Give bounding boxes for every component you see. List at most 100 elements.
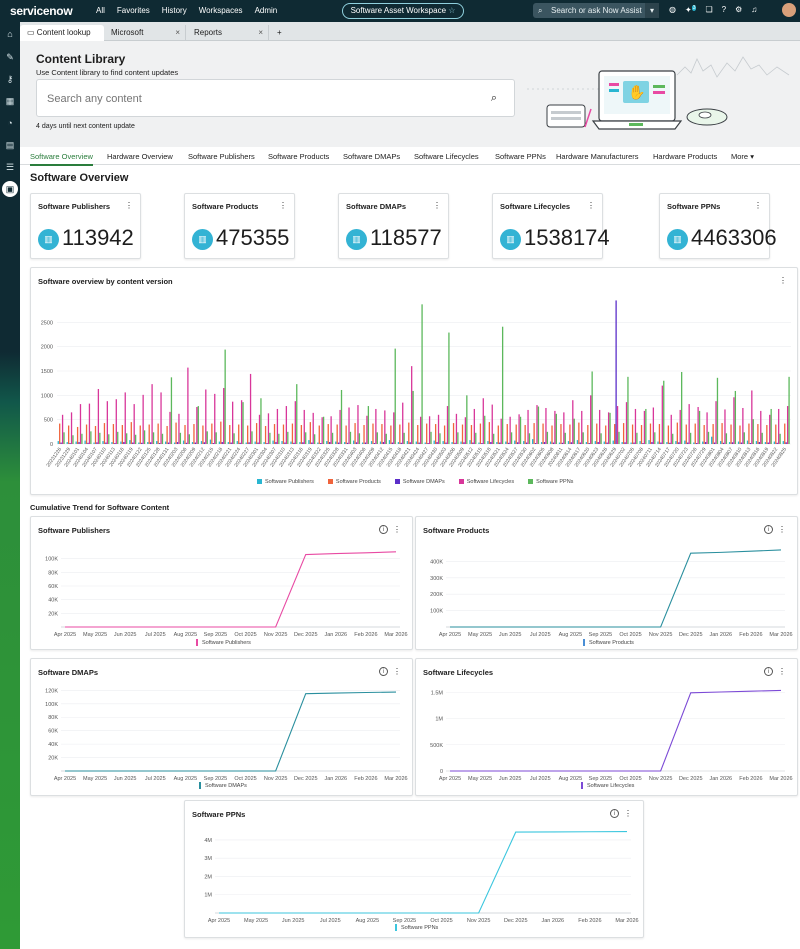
star-icon[interactable]: ☆: [448, 6, 456, 15]
chevron-down-icon[interactable]: ▾: [645, 3, 659, 18]
tab-content-lookup[interactable]: ▭ Content lookup: [20, 25, 104, 41]
legend-software-ppns[interactable]: Software PPNs: [528, 479, 573, 485]
wrench-icon[interactable]: ✎: [6, 52, 14, 62]
bar: [418, 442, 420, 444]
line-legend: Software DMAPs: [199, 782, 247, 789]
kpi-card-software-dmaps[interactable]: Software DMAPs ⋮ ▥ 118577: [338, 193, 449, 259]
dashboard-icon[interactable]: ▦: [5, 96, 15, 106]
subtab-software-lifecycles[interactable]: Software Lifecycles: [414, 152, 479, 161]
globe-icon[interactable]: ◍: [669, 5, 676, 14]
nav-favorites[interactable]: Favorites: [116, 6, 150, 15]
info-icon[interactable]: i: [379, 667, 388, 676]
content-search-input[interactable]: [47, 90, 467, 108]
kebab-menu-icon[interactable]: ⋮: [587, 201, 595, 210]
kebab-menu-icon[interactable]: ⋮: [279, 201, 287, 210]
close-icon[interactable]: ×: [258, 28, 263, 37]
subtab-software-dmaps[interactable]: Software DMAPs: [343, 152, 401, 161]
content-tabs: Software Overview Hardware Overview Soft…: [20, 147, 800, 166]
nav-admin[interactable]: Admin: [254, 6, 278, 15]
tab-microsoft[interactable]: Microsoft ×: [104, 25, 186, 41]
subtab-software-products[interactable]: Software Products: [268, 152, 330, 161]
kebab-menu-icon[interactable]: ⋮: [778, 525, 786, 534]
bar: [719, 441, 722, 444]
avatar[interactable]: [782, 3, 796, 17]
bar: [276, 408, 279, 444]
bar: [260, 398, 262, 444]
subtab-software-publishers[interactable]: Software Publishers: [188, 152, 255, 161]
info-icon[interactable]: i: [764, 525, 773, 534]
chevron-down-icon: ▾: [750, 152, 754, 161]
bar: [743, 432, 745, 444]
nav-workspaces[interactable]: Workspaces: [198, 6, 243, 15]
bell-icon[interactable]: ♫: [751, 5, 758, 14]
chat-icon[interactable]: ❏: [705, 5, 713, 14]
add-tab-button[interactable]: +: [270, 25, 284, 41]
nav-all[interactable]: All: [96, 6, 105, 15]
info-icon[interactable]: i: [764, 667, 773, 676]
tab-reports[interactable]: Reports ×: [187, 25, 269, 41]
bar: [218, 441, 221, 444]
kebab-menu-icon[interactable]: ⋮: [433, 201, 441, 210]
legend-label: Software Products: [589, 639, 634, 646]
calendar-icon[interactable]: ▤: [5, 140, 15, 150]
content-library-icon[interactable]: ▣: [2, 181, 18, 197]
kpi-card-software-products[interactable]: Software Products ⋮ ▥ 475355: [184, 193, 295, 259]
servicenow-logo[interactable]: servicenow: [10, 4, 73, 18]
bar: [349, 431, 352, 444]
bar: [126, 433, 128, 444]
subtab-hardware-overview[interactable]: Hardware Overview: [107, 152, 173, 161]
nav-history[interactable]: History: [161, 6, 187, 15]
legend-software-publishers[interactable]: Software Publishers: [257, 479, 314, 485]
kpi-card-software-lifecycles[interactable]: Software Lifecycles ⋮ ▥ 1538174: [492, 193, 610, 259]
legend-software-ppns[interactable]: Software PPNs: [395, 924, 438, 931]
subtab-software-overview[interactable]: Software Overview: [30, 152, 93, 166]
close-icon[interactable]: ×: [175, 28, 180, 37]
help-icon[interactable]: ?: [721, 5, 727, 14]
x-tick-label: Feb 2026: [739, 776, 762, 782]
bar: [616, 406, 619, 444]
subtab-more[interactable]: More ▾: [731, 152, 754, 161]
bar: [587, 425, 589, 444]
bar: [446, 406, 449, 444]
bar: [84, 440, 86, 444]
info-icon[interactable]: i: [379, 525, 388, 534]
subtab-hardware-manufacturers[interactable]: Hardware Manufacturers: [556, 152, 639, 161]
global-search[interactable]: ⌕ Search or ask Now Assist ▾: [533, 3, 659, 18]
kebab-menu-icon[interactable]: ⋮: [125, 201, 133, 210]
legend-software-products[interactable]: Software Products: [327, 479, 381, 485]
legend-software-dmaps[interactable]: Software DMAPs: [199, 782, 247, 789]
bar: [147, 442, 149, 444]
bar: [460, 441, 462, 444]
subtab-hardware-products[interactable]: Hardware Products: [653, 152, 718, 161]
search-list-icon[interactable]: ☰: [5, 162, 15, 172]
kebab-menu-icon[interactable]: ⋮: [754, 201, 762, 210]
settings-icon[interactable]: ⚙: [735, 5, 743, 14]
legend-software-products[interactable]: Software Products: [583, 639, 634, 646]
search-icon[interactable]: ⌕: [490, 92, 497, 104]
bar: [303, 409, 305, 444]
subtab-software-ppns[interactable]: Software PPNs: [495, 152, 546, 161]
workspace-switcher[interactable]: Software Asset Workspace ☆: [342, 3, 464, 19]
kebab-menu-icon[interactable]: ⋮: [779, 276, 787, 285]
kpi-card-software-ppns[interactable]: Software PPNs ⋮ ▥ 4463306: [659, 193, 777, 259]
y-tick-label: 1M: [435, 717, 443, 723]
key-icon[interactable]: ⚷: [6, 74, 14, 84]
legend-label: Software DMAPs: [205, 782, 247, 789]
bar: [299, 442, 301, 444]
info-icon[interactable]: i: [610, 809, 619, 818]
kebab-menu-icon[interactable]: ⋮: [393, 525, 401, 534]
legend-label: Software Lifecycles: [466, 479, 515, 485]
home-icon[interactable]: ⌂: [7, 29, 13, 39]
kebab-menu-icon[interactable]: ⋮: [393, 667, 401, 676]
activity-icon[interactable]: ◔: [7, 118, 13, 128]
kebab-menu-icon[interactable]: ⋮: [778, 667, 786, 676]
kpi-card-software-publishers[interactable]: Software Publishers ⋮ ▥ 113942: [30, 193, 141, 259]
kebab-menu-icon[interactable]: ⋮: [624, 809, 632, 818]
legend-software-lifecycles[interactable]: Software Lifecycles: [581, 782, 634, 789]
bar: [597, 442, 599, 444]
sparkle-icon[interactable]: ✦3: [684, 5, 697, 15]
legend-software-lifecycles[interactable]: Software Lifecycles: [458, 479, 515, 485]
legend-software-publishers[interactable]: Software Publishers: [196, 639, 251, 646]
bar: [534, 443, 537, 444]
legend-software-dmaps[interactable]: Software DMAPs: [394, 479, 445, 485]
